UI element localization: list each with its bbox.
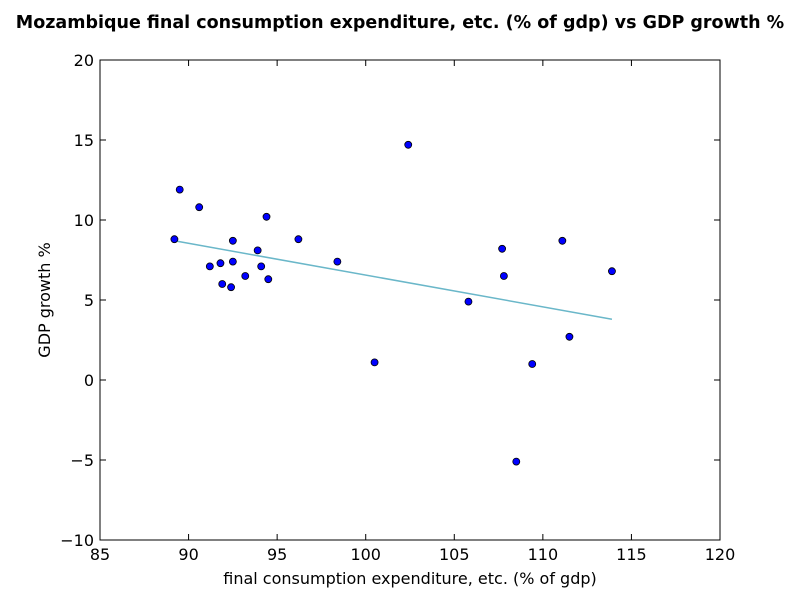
- scatter-point: [558, 236, 567, 245]
- scatter-point: [241, 272, 250, 280]
- scatter-point: [216, 259, 225, 268]
- scatter-point: [565, 332, 574, 341]
- scatter-point: [404, 140, 413, 149]
- y-tick-label: 20: [74, 51, 94, 70]
- scatter-point: [257, 262, 266, 271]
- scatter-point: [512, 457, 521, 466]
- scatter-point: [264, 275, 273, 284]
- trendline: [174, 240, 613, 320]
- scatter-point: [170, 235, 179, 244]
- scatter-point: [608, 267, 616, 276]
- axis-ticks: 85 90 95 100 105 110 115 120 −10 −5 0 5 10 15 20: [60, 51, 735, 564]
- scatter-point: [262, 212, 271, 221]
- x-tick-label: 90: [178, 545, 198, 564]
- y-axis-label: GDP growth %: [35, 242, 54, 357]
- scatter-point: [370, 358, 379, 367]
- scatter-point: [498, 244, 507, 253]
- y-tick-label: 5: [84, 291, 94, 310]
- scatter-point: [464, 297, 473, 306]
- y-tick-label: 15: [74, 131, 94, 150]
- scatter-point: [205, 262, 214, 271]
- y-tick-label: −10: [60, 531, 94, 550]
- x-tick-label: 95: [267, 545, 287, 564]
- scatter-point: [253, 246, 262, 255]
- x-tick-label: 110: [528, 545, 559, 564]
- y-tick-label: 0: [84, 371, 94, 390]
- scatter-point: [528, 360, 537, 368]
- scatter-point: [499, 272, 508, 280]
- scatter-point: [333, 257, 342, 266]
- y-tick-label: 10: [74, 211, 94, 230]
- scatter-point: [218, 280, 227, 288]
- x-tick-label: 115: [616, 545, 647, 564]
- plot-area: [99, 59, 721, 541]
- scatter-point: [175, 185, 184, 194]
- y-tick-label: −5: [70, 451, 94, 470]
- x-tick-label: 100: [350, 545, 381, 564]
- scatter-points: [170, 140, 616, 466]
- scatter-point: [294, 235, 303, 244]
- x-tick-label: 85: [90, 545, 110, 564]
- x-tick-label: 105: [439, 545, 470, 564]
- trendline-group: [174, 240, 613, 320]
- scatter-point: [228, 257, 237, 266]
- scatter-point: [227, 283, 235, 292]
- x-tick-label: 120: [705, 545, 736, 564]
- x-axis-label: final consumption expenditure, etc. (% o…: [223, 569, 597, 588]
- scatter-point: [228, 236, 237, 245]
- chart-title: Mozambique final consumption expenditure…: [16, 13, 784, 33]
- scatter-point: [195, 203, 204, 212]
